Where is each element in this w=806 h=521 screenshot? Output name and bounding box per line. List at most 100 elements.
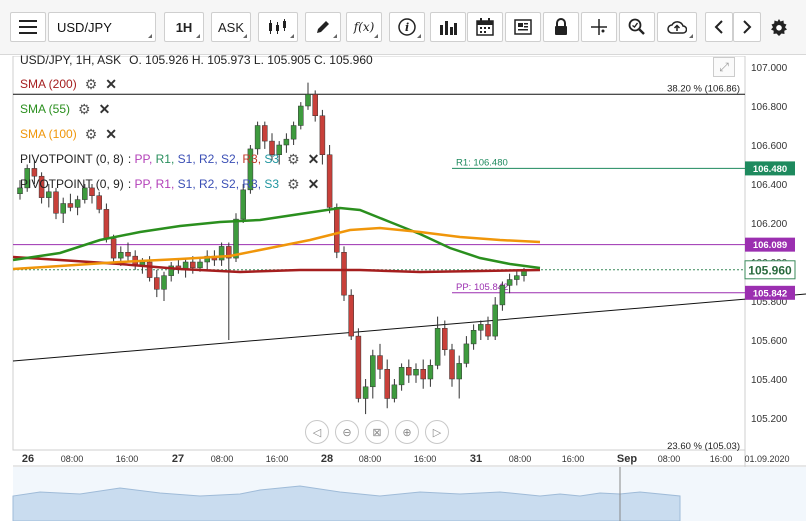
candle-body (442, 328, 448, 350)
lock-button[interactable] (543, 12, 579, 42)
legend-sma200[interactable]: SMA (200) ⚙ ✕ (20, 76, 117, 92)
pivot-part-s3: S3 (264, 177, 280, 191)
candle-body (254, 125, 261, 150)
time-tick-label: 16:00 (414, 454, 437, 464)
candle-body (60, 203, 66, 214)
candle-body (24, 168, 30, 189)
zoom-button[interactable] (619, 12, 655, 42)
pivot2-label: PIVOTPOINT (0, 9) (20, 177, 124, 191)
close-icon[interactable]: ✕ (98, 100, 111, 117)
time-tick-label: 16:00 (266, 454, 289, 464)
pivot-part-r1: R1, (155, 152, 178, 166)
gear-icon[interactable]: ⚙ (287, 150, 300, 167)
dropdown-caret-icon (417, 34, 421, 38)
expand-chart-button[interactable]: ⤢ (713, 57, 735, 77)
candle-body (463, 343, 470, 364)
candle-body (384, 369, 390, 399)
r1-price-tag: 106.480 (753, 164, 787, 175)
candle-body (449, 349, 455, 380)
candle-body (110, 238, 117, 259)
dropdown-caret-icon (689, 34, 693, 38)
candle-body (168, 265, 174, 276)
candle-body (362, 386, 369, 399)
candle-body (53, 191, 59, 214)
price-type-selector[interactable]: ASK (211, 12, 251, 42)
sma100-label: SMA (100) (20, 127, 77, 141)
arrow-right-icon (743, 20, 752, 34)
legend-sma100[interactable]: SMA (100) ⚙ ✕ (20, 126, 117, 142)
settings-gear-icon (771, 19, 787, 36)
lock-icon (555, 18, 567, 35)
pivot-part-r3: R3, (242, 177, 265, 191)
dropdown-caret-icon (148, 34, 152, 38)
pivot-part-s3: S3 (264, 152, 280, 166)
close-icon[interactable]: ✕ (307, 175, 320, 192)
volume-bars-icon (440, 21, 457, 35)
legend-pivot1[interactable]: PIVOTPOINT (0, 8) : PP, R1, S1, R2, S2, … (20, 151, 319, 167)
gear-icon[interactable]: ⚙ (78, 100, 91, 117)
pivot-part-pp: PP, (134, 152, 156, 166)
scroll-left-button[interactable] (705, 12, 733, 42)
volume-button[interactable] (430, 12, 466, 42)
crosshair-icon (591, 19, 607, 35)
settings-button[interactable] (768, 17, 790, 39)
gear-icon[interactable]: ⚙ (84, 75, 98, 92)
scroll-right-button[interactable] (733, 12, 761, 42)
upload-icon (667, 21, 687, 34)
candle-body (226, 246, 232, 259)
scroll-forward-button[interactable]: ▷ (425, 420, 449, 444)
symbol-selector[interactable]: USD/JPY (48, 12, 156, 42)
candle-body (247, 148, 254, 191)
legend-pivot2[interactable]: PIVOTPOINT (0, 9) : PP, R1, S1, R2, S2, … (20, 176, 319, 192)
candle-body (146, 261, 153, 278)
candle-body (370, 355, 376, 388)
scroll-back-button[interactable]: ◁ (305, 420, 329, 444)
menu-button[interactable] (10, 12, 46, 42)
calendar-button[interactable] (467, 12, 503, 42)
close-icon[interactable]: ✕ (307, 150, 320, 167)
timeframe-selector[interactable]: 1H (164, 12, 204, 42)
fib-bottom-label: 23.60 % (105.03) (667, 441, 740, 452)
candle-body (154, 277, 160, 290)
candle-body (391, 384, 398, 399)
candle-body (305, 94, 311, 107)
zoom-out-button[interactable]: ⊖ (335, 420, 359, 444)
chart-area[interactable]: 107.000 106.800 106.600 106.400 106.200 106.0… (0, 56, 806, 521)
draw-button[interactable] (305, 12, 341, 42)
time-tick-label: 08:00 (359, 454, 382, 464)
legend-sma55[interactable]: SMA (55) ⚙ ✕ (20, 101, 110, 117)
gear-icon[interactable]: ⚙ (287, 175, 300, 192)
candle-body (334, 207, 340, 253)
svg-text:i: i (405, 21, 409, 34)
candle-body (470, 330, 477, 345)
candle-body (31, 168, 38, 177)
info-button[interactable]: i (389, 12, 425, 42)
chart-type-button[interactable] (258, 12, 298, 42)
function-button[interactable]: f(x) (346, 12, 382, 42)
pivot2-parts: : PP, R1, S1, R2, S2, R3, S3 (127, 177, 280, 191)
price-tick-label: 106.200 (751, 219, 788, 230)
upload-button[interactable] (657, 12, 697, 42)
gear-icon[interactable]: ⚙ (84, 125, 98, 142)
price-chart[interactable]: 107.000 106.800 106.600 106.400 106.200 106.0… (0, 56, 806, 521)
candle-body (118, 252, 124, 259)
pivot1-label: PIVOTPOINT (0, 8) (20, 152, 124, 166)
reset-view-button[interactable]: ⊠ (365, 420, 389, 444)
crosshair-button[interactable] (581, 12, 617, 42)
close-icon[interactable]: ✕ (105, 125, 117, 142)
zoom-in-button[interactable]: ⊕ (395, 420, 419, 444)
arrow-left-icon (714, 20, 723, 34)
sma100-line (12, 226, 541, 271)
candle-body (46, 191, 52, 198)
candle-body (269, 140, 275, 155)
news-button[interactable] (505, 12, 541, 42)
time-tick-label: 01.09.2020 (744, 454, 789, 464)
candle-body (218, 246, 225, 261)
close-icon[interactable]: ✕ (105, 75, 117, 92)
candle-body (492, 304, 498, 337)
pivot-part-r2: R2, (199, 152, 222, 166)
time-tick-label: 26 (22, 453, 34, 465)
time-tick-label: 27 (172, 453, 184, 465)
time-tick-label: 08:00 (61, 454, 84, 464)
time-tick-label: 08:00 (509, 454, 532, 464)
